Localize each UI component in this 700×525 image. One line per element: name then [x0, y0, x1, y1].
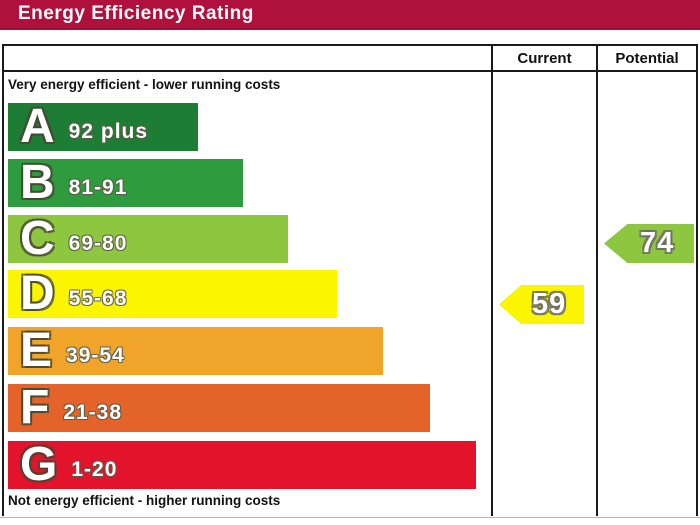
- band-d: D 55-68: [8, 270, 337, 318]
- band-a-range: 92 plus: [68, 120, 149, 143]
- table-header-divider: [2, 70, 698, 72]
- band-d-letter: D: [20, 267, 55, 320]
- table-right-border: [696, 44, 698, 516]
- band-b-range: 81-91: [68, 176, 128, 199]
- potential-rating-arrow: 74: [604, 224, 694, 263]
- band-e-range: 39-54: [66, 344, 125, 367]
- band-d-range: 55-68: [68, 287, 128, 310]
- current-rating-value: 59: [532, 288, 567, 320]
- band-c-letter: C: [20, 212, 55, 265]
- current-column-divider: [491, 44, 493, 516]
- potential-column-header: Potential: [615, 49, 679, 67]
- table-bottom-border: [0, 517, 700, 518]
- band-f-letter: F: [20, 381, 50, 434]
- table-left-border: [2, 44, 4, 516]
- top-caption: Very energy efficient - lower running co…: [8, 77, 281, 92]
- band-e-letter: E: [20, 324, 53, 377]
- bottom-caption: Not energy efficient - higher running co…: [8, 493, 281, 508]
- potential-column-divider: [596, 44, 598, 516]
- band-c: C 69-80: [8, 215, 288, 263]
- band-a: A 92 plus: [8, 103, 198, 151]
- potential-rating-value: 74: [639, 227, 675, 259]
- band-g: G 1-20: [8, 441, 476, 489]
- title-bar: Energy Efficiency Rating: [0, 0, 700, 30]
- band-e: E 39-54: [8, 327, 383, 375]
- current-rating-arrow: 59: [499, 285, 584, 324]
- band-f: F 21-38: [8, 384, 430, 432]
- band-b: B 81-91: [8, 159, 243, 207]
- band-g-letter: G: [20, 438, 58, 491]
- band-b-letter: B: [20, 156, 55, 209]
- band-a-letter: A: [20, 100, 55, 153]
- page-title: Energy Efficiency Rating: [18, 3, 254, 24]
- band-f-range: 21-38: [63, 401, 123, 424]
- current-column-header: Current: [517, 49, 572, 67]
- band-c-range: 69-80: [68, 232, 128, 255]
- table-top-border: [2, 44, 698, 46]
- band-g-range: 1-20: [71, 458, 118, 481]
